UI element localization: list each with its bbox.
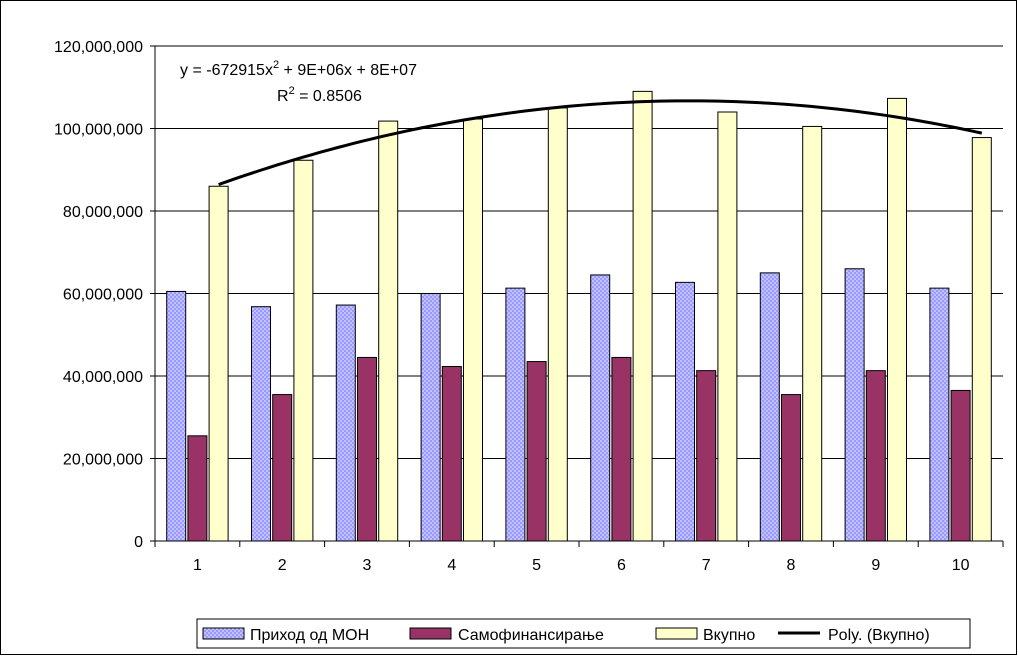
bar-priod-od-mon [335, 304, 356, 542]
legend-label-priod-od-mon: Приход од МОН [250, 627, 369, 644]
bar-vkupno [632, 90, 653, 542]
trendline-curve [218, 99, 983, 186]
axes [154, 46, 1003, 542]
bar-priod-od-mon [759, 272, 780, 542]
bar-priod-od-mon [166, 290, 187, 542]
bar-vkupno [802, 125, 823, 542]
legend-label-trendline: Poly. (Вкупно) [828, 627, 930, 644]
x-tick-label: 6 [617, 557, 626, 574]
bar-samofinansiranje [441, 366, 462, 542]
bar-samofinansiranje [526, 361, 547, 542]
x-tick-label: 1 [193, 557, 202, 574]
bar-samofinansiranje [696, 370, 717, 542]
legend: Приход од МОН Самофинансирање Вкупно Pol… [196, 618, 971, 649]
y-tick-labels: 0 20,000,000 40,000,000 60,000,000 80,000,00… [54, 39, 143, 551]
trendline-equation: y = -672915x2 + 9E+06x + 8E+07 [180, 59, 417, 79]
bar-vkupno [293, 159, 314, 542]
y-tick-label: 20,000,000 [63, 452, 143, 469]
bar-priod-od-mon [929, 287, 950, 542]
bar-vkupno [463, 118, 483, 542]
x-tick-label: 5 [532, 557, 541, 574]
bar-priod-od-mon [675, 281, 695, 542]
bar-samofinansiranje [781, 394, 801, 542]
bar-priod-od-mon [505, 287, 526, 542]
legend-box [196, 618, 971, 649]
bar-vkupno [547, 107, 568, 542]
bar-vkupno [887, 97, 907, 542]
x-tick-label: 8 [787, 557, 796, 574]
legend-swatch-priod-od-mon [202, 627, 245, 640]
legend-label-vkupno: Вкупно [703, 627, 755, 644]
x-tick-label: 3 [363, 557, 372, 574]
y-tick-label: 100,000,000 [54, 122, 143, 139]
legend-swatch-samofinansiranje [409, 627, 452, 640]
bar-samofinansiranje [950, 389, 971, 542]
bar-vkupno [208, 185, 229, 542]
bar-vkupno [971, 137, 992, 542]
legend-label-samofinansiranje: Самофинансирање [458, 627, 604, 644]
bar-priod-od-mon [844, 268, 865, 542]
y-tick-label: 60,000,000 [63, 287, 143, 304]
bar-vkupno [378, 120, 399, 542]
bar-priod-od-mon [590, 274, 611, 542]
x-tick-label: 7 [702, 557, 711, 574]
x-tick-labels: 1 2 3 4 5 6 7 8 9 10 [193, 557, 970, 574]
trendline-r-squared: R2 = 0.8506 [277, 85, 362, 105]
bar-priod-od-mon [420, 293, 441, 542]
bar-priod-od-mon [251, 306, 271, 542]
bars [166, 90, 992, 542]
x-tick-label: 9 [871, 557, 880, 574]
y-tick-label: 40,000,000 [63, 369, 143, 386]
bar-vkupno [717, 111, 738, 542]
y-tick-label: 80,000,000 [63, 204, 143, 221]
bar-samofinansiranje [357, 356, 377, 542]
bar-samofinansiranje [272, 394, 293, 542]
bar-samofinansiranje [187, 435, 208, 542]
bar-samofinansiranje [865, 370, 886, 542]
y-tick-label: 120,000,000 [54, 39, 143, 56]
x-tick-label: 4 [447, 557, 456, 574]
y-tick-label: 0 [134, 534, 143, 551]
trendline [218, 99, 983, 186]
bar-samofinansiranje [611, 356, 632, 542]
x-tick-label: 2 [278, 557, 287, 574]
x-tick-label: 10 [952, 557, 970, 574]
legend-swatch-vkupno [655, 627, 698, 640]
